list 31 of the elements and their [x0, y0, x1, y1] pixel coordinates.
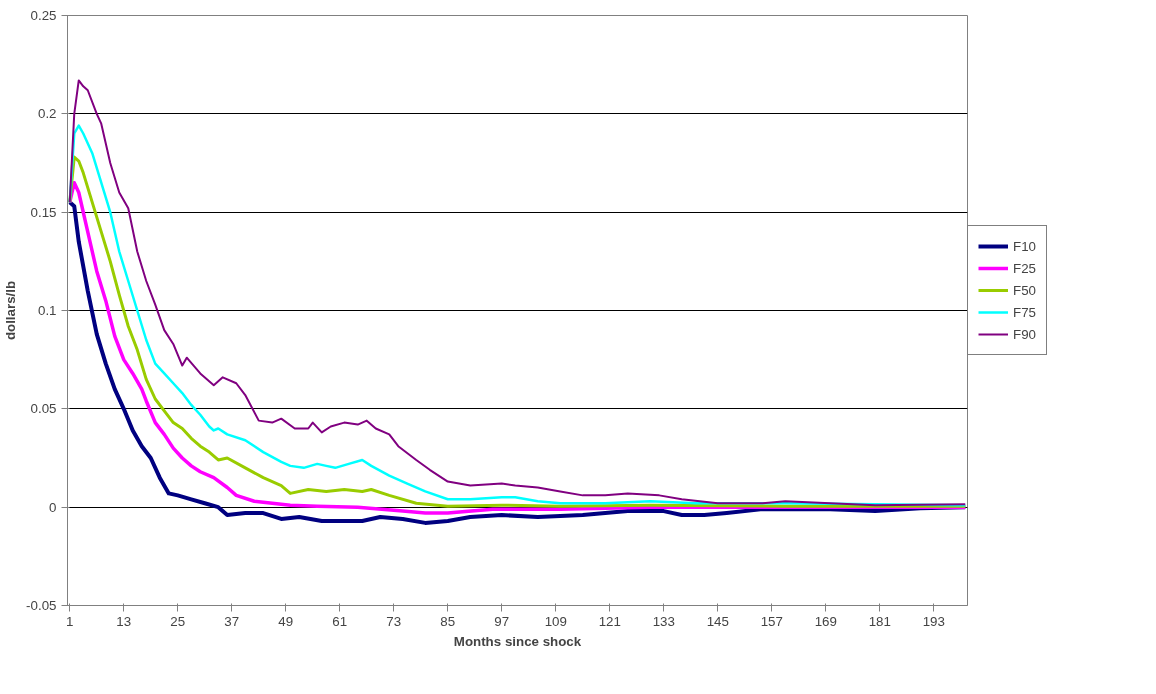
x-axis-title: Months since shock: [453, 633, 582, 649]
x-tick-label: 37: [224, 613, 240, 629]
x-tick-label: 25: [170, 613, 186, 629]
x-tick-label: 109: [544, 613, 567, 629]
x-tick-label: 193: [922, 613, 945, 629]
x-tick-label: 97: [494, 613, 510, 629]
x-tick-label: 1: [66, 613, 74, 629]
y-tick-label: -0.05: [26, 598, 57, 613]
legend-label: F75: [1013, 304, 1036, 320]
x-tick-label: 13: [116, 613, 132, 629]
y-axis-title: dollars/lb: [3, 280, 19, 341]
x-tick-label: 49: [278, 613, 294, 629]
legend-label: F10: [1013, 238, 1036, 254]
y-tick-label: 0.15: [30, 204, 57, 220]
legend-label: F90: [1013, 326, 1036, 342]
y-tick-label: 0.25: [30, 8, 57, 23]
x-tick-label: 85: [440, 613, 456, 629]
y-tick-label: 0: [49, 499, 57, 515]
legend-label: F25: [1013, 260, 1036, 276]
y-tick-label: 0.2: [37, 106, 57, 122]
x-tick-label: 145: [706, 613, 729, 629]
x-tick-label: 61: [332, 613, 348, 629]
y-tick-label: 0.1: [37, 303, 57, 318]
y-tick-label: 0.05: [30, 401, 57, 417]
legend-label: F50: [1013, 282, 1036, 298]
x-tick-label: 181: [868, 613, 891, 629]
x-tick-label: 169: [814, 613, 837, 629]
x-tick-label: 73: [386, 613, 402, 629]
x-tick-label: 133: [652, 613, 675, 629]
x-tick-label: 157: [760, 613, 783, 629]
x-tick-label: 121: [598, 613, 621, 629]
